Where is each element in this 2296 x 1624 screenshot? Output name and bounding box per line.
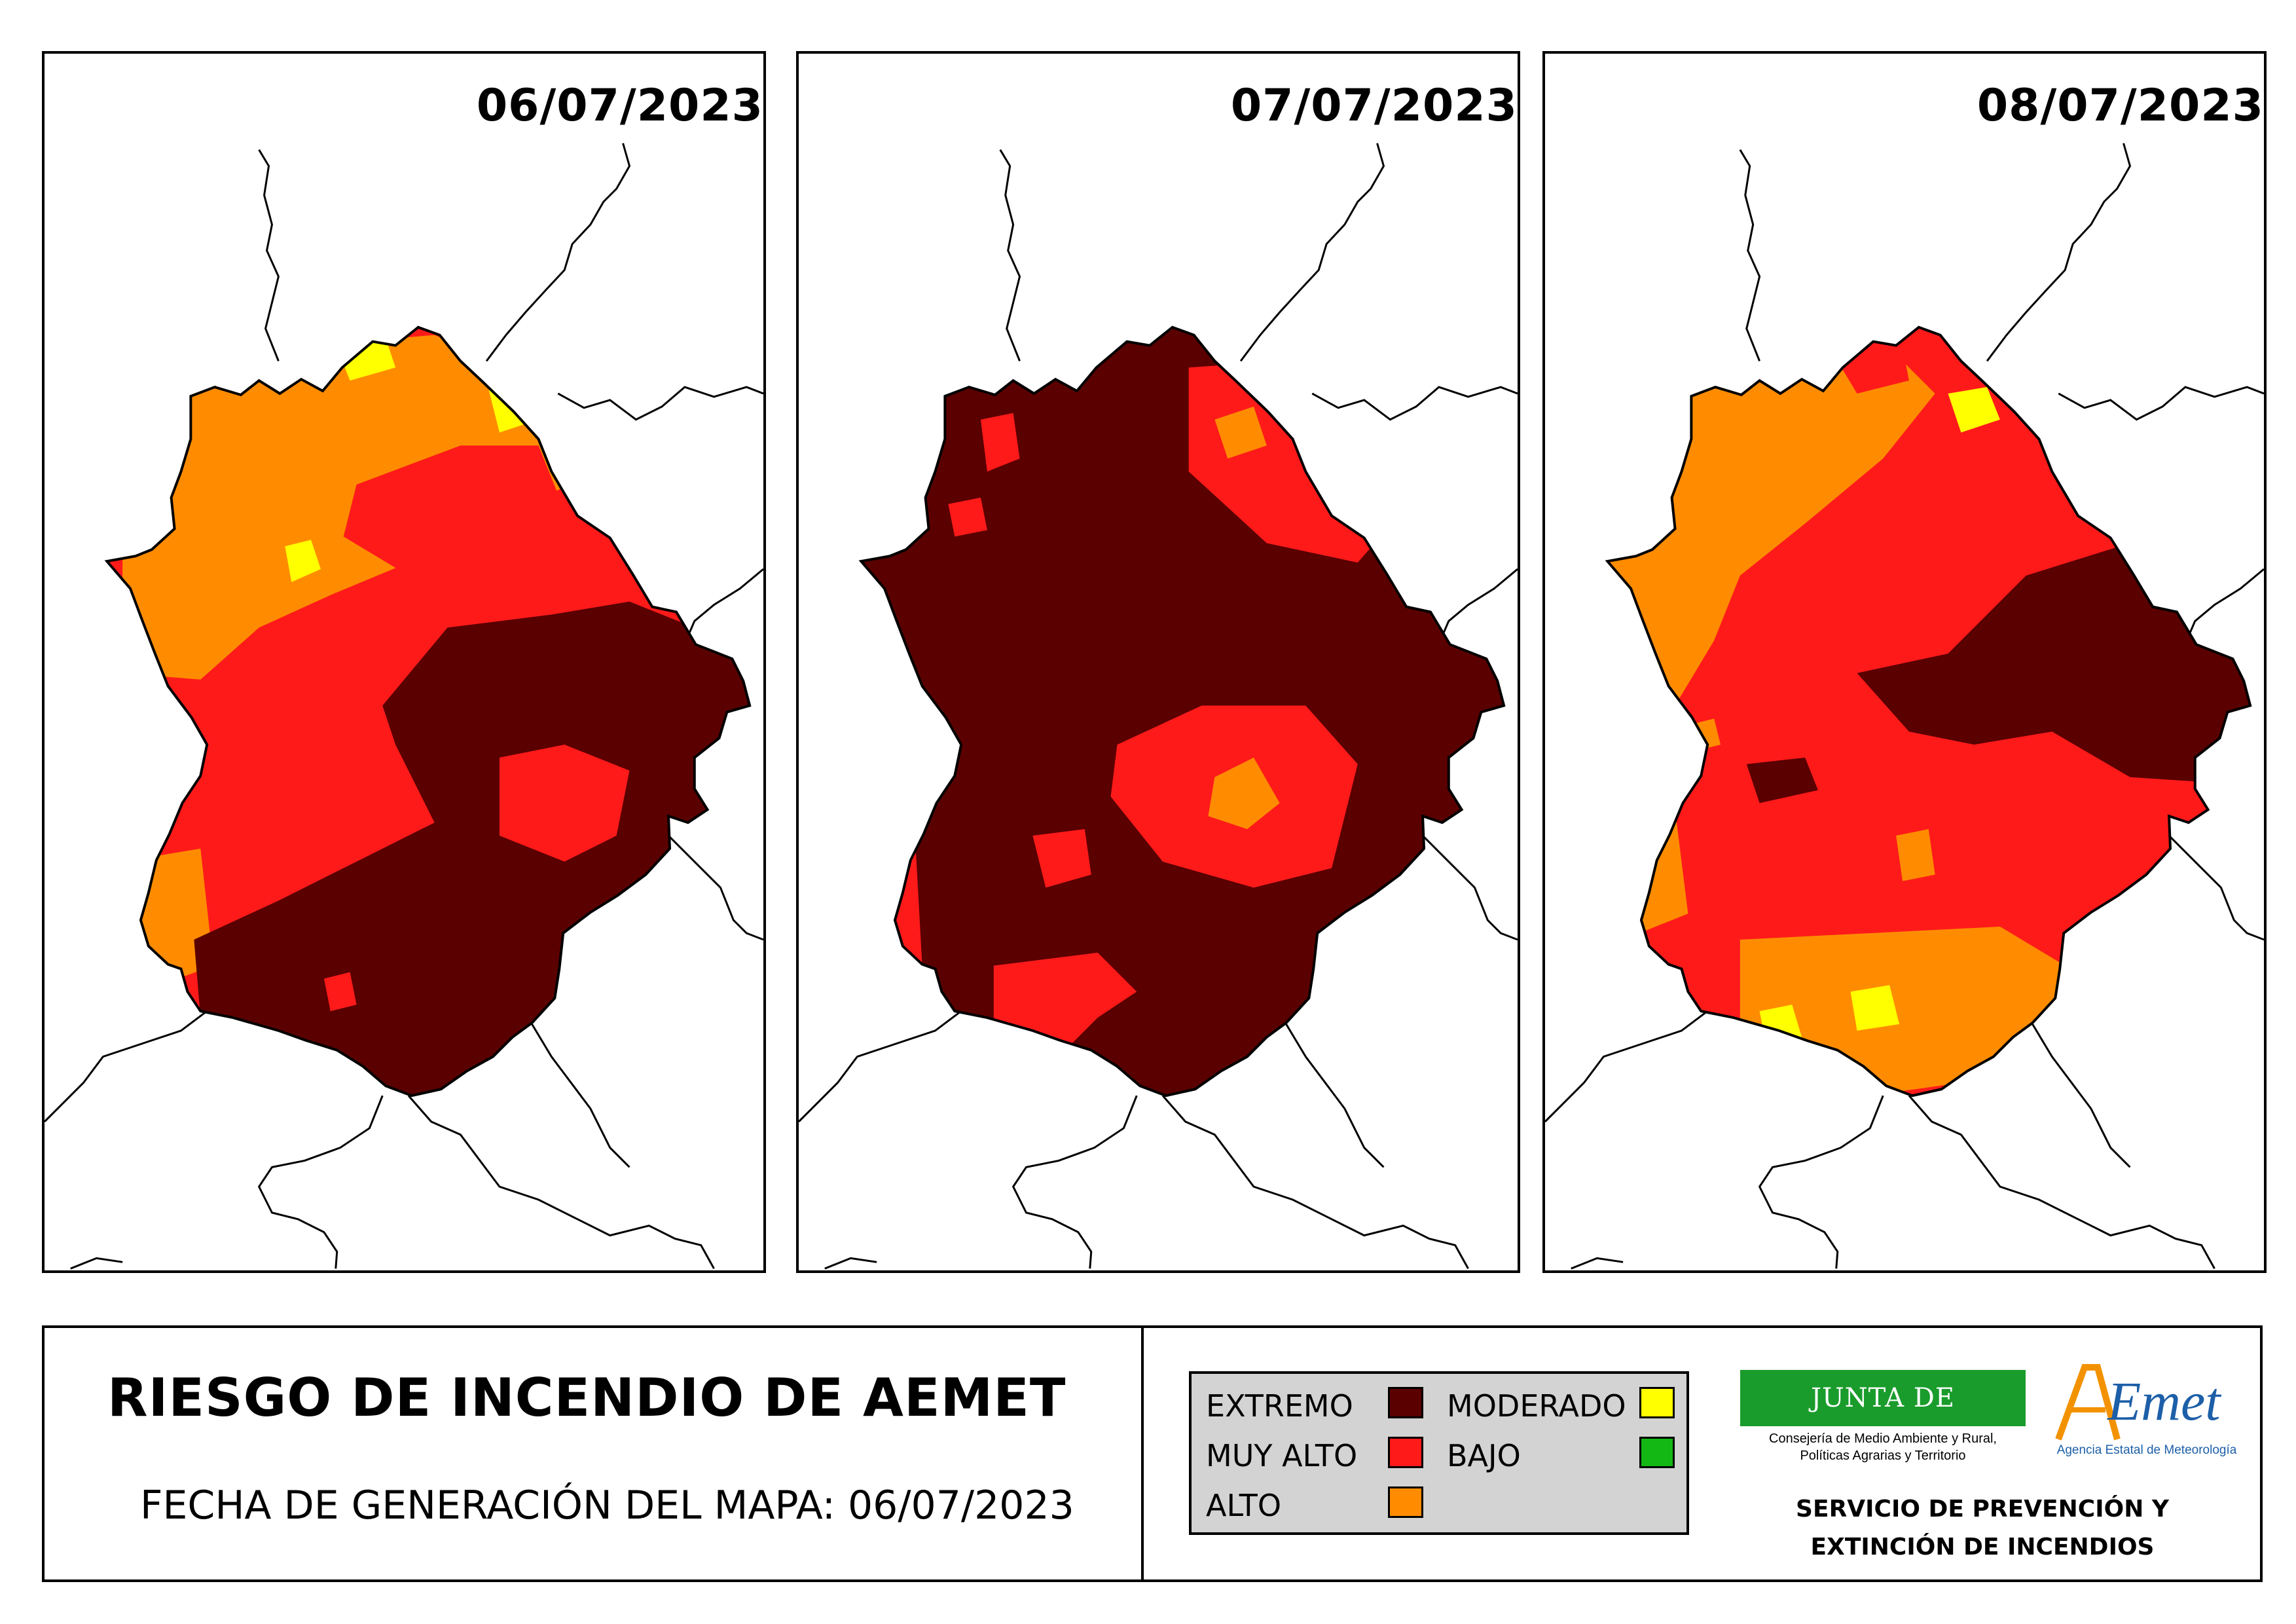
aemet-subtitle: Agencia Estatal de Meteorología xyxy=(2056,1443,2237,1457)
legend-label-muy-alto: MUY ALTO xyxy=(1206,1438,1358,1473)
junta-subtitle: Consejería de Medio Ambiente y Rural, Po… xyxy=(1740,1430,2026,1464)
map-date-label: 07/07/2023 xyxy=(1230,80,1518,132)
svg-text:Emet: Emet xyxy=(2107,1371,2222,1432)
service-line1: SERVICIO DE PREVENCIÓN Y xyxy=(1796,1496,2169,1522)
legend-label-extremo: EXTREMO xyxy=(1206,1388,1353,1424)
legend-swatch-moderado xyxy=(1639,1387,1675,1418)
legend-label-bajo: BAJO xyxy=(1447,1438,1521,1473)
footer-divider xyxy=(1141,1328,1144,1579)
map-panel-1: 06/07/2023 xyxy=(42,51,766,1273)
map-date-label: 08/07/2023 xyxy=(1977,80,2264,132)
service-line2: EXTINCIÓN DE INCENDIOS xyxy=(1810,1534,2155,1560)
aemet-logo: Emet xyxy=(2055,1364,2222,1441)
legend-swatch-alto xyxy=(1388,1486,1423,1518)
legend-swatch-extremo xyxy=(1388,1387,1423,1418)
legend-swatch-muy-alto xyxy=(1388,1437,1423,1468)
junta-subtitle-line2: Políticas Agrarias y Territorio xyxy=(1800,1449,1966,1463)
map-date-label: 06/07/2023 xyxy=(476,80,763,132)
legend: EXTREMO MUY ALTO ALTO MODERADO BAJO xyxy=(1189,1371,1689,1535)
map-panel-3: 08/07/2023 xyxy=(1542,51,2267,1273)
junta-logo: JUNTA DE EXTREMADURA xyxy=(1740,1370,2026,1469)
legend-label-moderado: MODERADO xyxy=(1447,1388,1626,1424)
map-3 xyxy=(1545,143,2264,1270)
map-panel-2: 07/07/2023 xyxy=(796,51,1520,1273)
page-title: RIESGO DE INCENDIO DE AEMET xyxy=(107,1367,1066,1428)
footer-panel: RIESGO DE INCENDIO DE AEMET FECHA DE GEN… xyxy=(42,1325,2263,1582)
service-name: SERVICIO DE PREVENCIÓN Y EXTINCIÓN DE IN… xyxy=(1734,1490,2231,1566)
generation-date: FECHA DE GENERACIÓN DEL MAPA: 06/07/2023 xyxy=(140,1483,1074,1528)
legend-label-alto: ALTO xyxy=(1206,1488,1282,1523)
legend-swatch-bajo xyxy=(1639,1437,1675,1468)
junta-subtitle-line1: Consejería de Medio Ambiente y Rural, xyxy=(1769,1431,1997,1446)
map-1 xyxy=(45,143,763,1270)
map-2 xyxy=(799,143,1518,1270)
